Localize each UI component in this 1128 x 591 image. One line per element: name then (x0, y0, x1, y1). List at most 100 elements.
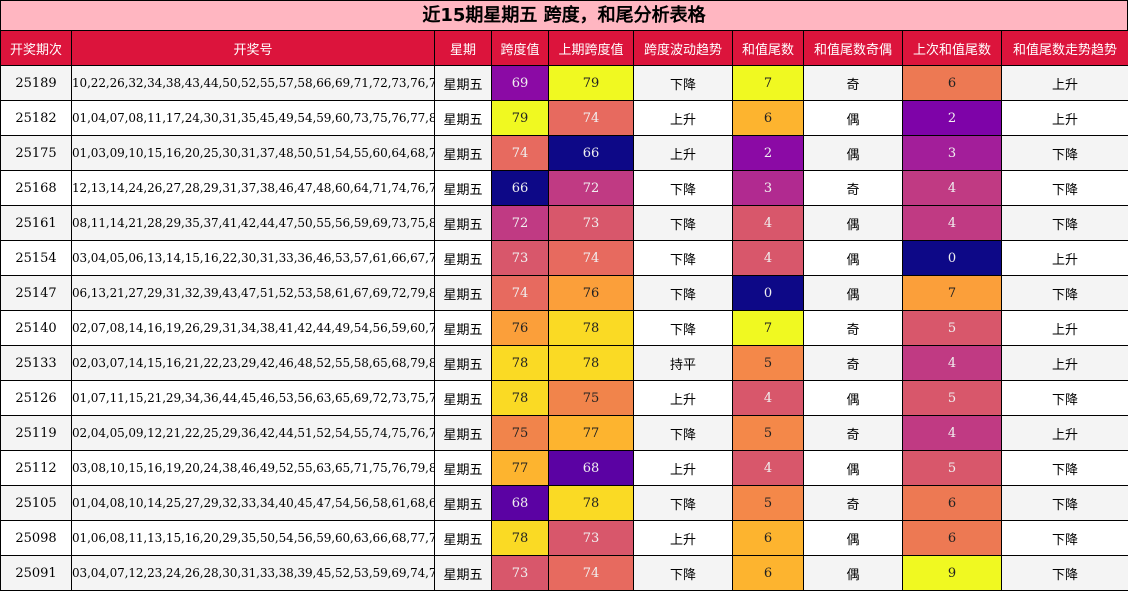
cell-parity: 奇 (804, 486, 903, 521)
cell-tail-trend: 上升 (1002, 346, 1128, 381)
cell-numbers: 12,13,14,24,26,27,28,29,31,37,38,46,47,4… (72, 171, 435, 206)
cell-tail-trend: 下降 (1002, 381, 1128, 416)
cell-weekday: 星期五 (435, 346, 492, 381)
cell-tail-trend: 上升 (1002, 311, 1128, 346)
cell-tail: 4 (733, 451, 804, 486)
cell-prev-tail: 4 (903, 346, 1002, 381)
cell-tail: 6 (733, 101, 804, 136)
cell-span-trend: 下降 (634, 206, 733, 241)
cell-prev-span: 66 (549, 136, 634, 171)
cell-span: 78 (492, 381, 549, 416)
cell-numbers: 10,22,26,32,34,38,43,44,50,52,55,57,58,6… (72, 66, 435, 101)
cell-prev-span: 79 (549, 66, 634, 101)
cell-tail: 6 (733, 556, 804, 591)
cell-prev-span: 75 (549, 381, 634, 416)
cell-tail: 7 (733, 311, 804, 346)
header-tail-trend: 和值尾数走势趋势 (1002, 31, 1128, 66)
cell-parity: 奇 (804, 171, 903, 206)
cell-tail: 0 (733, 276, 804, 311)
cell-prev-span: 76 (549, 276, 634, 311)
cell-span: 79 (492, 101, 549, 136)
cell-weekday: 星期五 (435, 171, 492, 206)
cell-span-trend: 下降 (634, 556, 733, 591)
cell-prev-span: 78 (549, 346, 634, 381)
cell-span: 76 (492, 311, 549, 346)
cell-span-trend: 下降 (634, 416, 733, 451)
cell-parity: 偶 (804, 276, 903, 311)
cell-parity: 偶 (804, 521, 903, 556)
cell-span: 69 (492, 66, 549, 101)
cell-span-trend: 下降 (634, 66, 733, 101)
cell-weekday: 星期五 (435, 381, 492, 416)
cell-numbers: 02,03,07,14,15,16,21,22,23,29,42,46,48,5… (72, 346, 435, 381)
header-span-trend: 跨度波动趋势 (634, 31, 733, 66)
cell-prev-tail: 7 (903, 276, 1002, 311)
cell-tail-trend: 下降 (1002, 171, 1128, 206)
cell-period: 25147 (1, 276, 72, 311)
cell-prev-tail: 9 (903, 556, 1002, 591)
header-span: 跨度值 (492, 31, 549, 66)
cell-tail-trend: 上升 (1002, 101, 1128, 136)
cell-span-trend: 下降 (634, 171, 733, 206)
cell-span: 74 (492, 276, 549, 311)
cell-span: 73 (492, 241, 549, 276)
cell-weekday: 星期五 (435, 311, 492, 346)
cell-period: 25091 (1, 556, 72, 591)
cell-prev-span: 74 (549, 241, 634, 276)
cell-parity: 奇 (804, 346, 903, 381)
cell-parity: 偶 (804, 206, 903, 241)
cell-weekday: 星期五 (435, 556, 492, 591)
cell-prev-span: 68 (549, 451, 634, 486)
cell-span: 77 (492, 451, 549, 486)
header-numbers: 开奖号 (72, 31, 435, 66)
cell-span: 78 (492, 346, 549, 381)
cell-tail: 4 (733, 206, 804, 241)
cell-tail: 4 (733, 381, 804, 416)
cell-parity: 偶 (804, 556, 903, 591)
cell-numbers: 01,04,07,08,11,17,24,30,31,35,45,49,54,5… (72, 101, 435, 136)
cell-prev-span: 74 (549, 101, 634, 136)
cell-tail: 2 (733, 136, 804, 171)
cell-weekday: 星期五 (435, 66, 492, 101)
cell-weekday: 星期五 (435, 206, 492, 241)
cell-prev-span: 73 (549, 206, 634, 241)
cell-tail: 5 (733, 486, 804, 521)
cell-tail-trend: 下降 (1002, 206, 1128, 241)
cell-numbers: 03,04,05,06,13,14,15,16,22,30,31,33,36,4… (72, 241, 435, 276)
cell-tail-trend: 下降 (1002, 451, 1128, 486)
cell-span-trend: 上升 (634, 451, 733, 486)
cell-period: 25154 (1, 241, 72, 276)
header-prev-span: 上期跨度值 (549, 31, 634, 66)
cell-period: 25098 (1, 521, 72, 556)
cell-tail: 4 (733, 241, 804, 276)
cell-prev-span: 73 (549, 521, 634, 556)
header-prev-tail: 上次和值尾数 (903, 31, 1002, 66)
cell-parity: 奇 (804, 66, 903, 101)
cell-prev-tail: 4 (903, 171, 1002, 206)
cell-parity: 偶 (804, 136, 903, 171)
header-weekday: 星期 (435, 31, 492, 66)
cell-parity: 偶 (804, 381, 903, 416)
header-tail: 和值尾数 (733, 31, 804, 66)
cell-period: 25112 (1, 451, 72, 486)
cell-span: 75 (492, 416, 549, 451)
cell-tail-trend: 上升 (1002, 66, 1128, 101)
cell-span: 68 (492, 486, 549, 521)
cell-prev-tail: 6 (903, 521, 1002, 556)
cell-period: 25105 (1, 486, 72, 521)
cell-span: 74 (492, 136, 549, 171)
cell-parity: 奇 (804, 311, 903, 346)
cell-tail: 6 (733, 521, 804, 556)
header-row: 开奖期次 开奖号 星期 跨度值 上期跨度值 跨度波动趋势 和值尾数 和值尾数奇偶… (1, 31, 1128, 66)
cell-parity: 偶 (804, 101, 903, 136)
cell-prev-tail: 4 (903, 416, 1002, 451)
cell-parity: 偶 (804, 451, 903, 486)
cell-span-trend: 上升 (634, 381, 733, 416)
cell-tail: 5 (733, 416, 804, 451)
cell-prev-tail: 0 (903, 241, 1002, 276)
